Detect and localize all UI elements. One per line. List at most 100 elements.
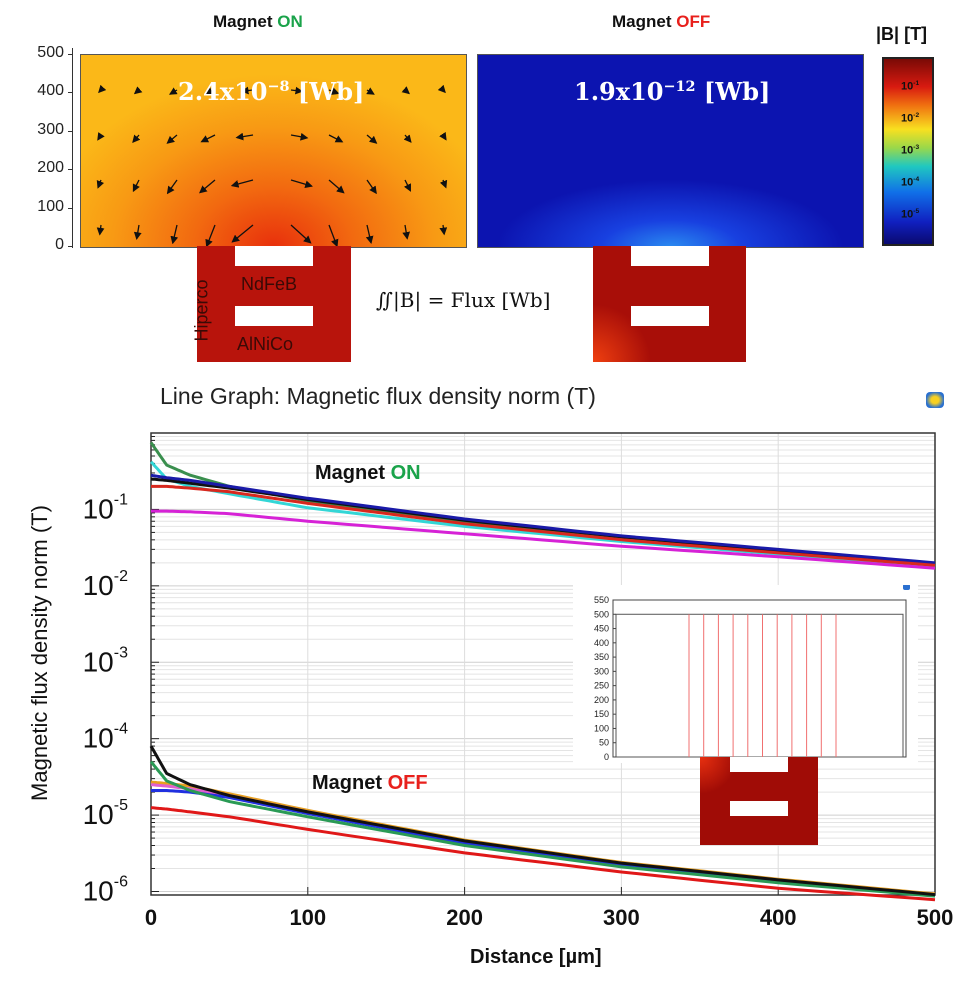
field-arrow bbox=[204, 87, 216, 95]
field-arrow bbox=[366, 87, 375, 95]
inset-y-tick-label: 400 bbox=[594, 638, 609, 648]
field-arrow bbox=[133, 224, 142, 241]
inset-y-tick-label: 250 bbox=[594, 681, 609, 691]
comsol-graph-icon[interactable] bbox=[926, 392, 944, 408]
tick-mark bbox=[68, 92, 73, 94]
x-axis-label: Distance [µm] bbox=[470, 946, 602, 968]
device-gap bbox=[631, 306, 709, 326]
tick-mark bbox=[68, 54, 73, 55]
field-arrow bbox=[200, 134, 216, 143]
field-arrow bbox=[366, 134, 378, 144]
title-magnet-off: Magnet OFF bbox=[612, 12, 710, 32]
top-y-tick: 400 bbox=[37, 82, 64, 100]
inset-y-tick-label: 0 bbox=[604, 752, 609, 762]
colorbar-title: |B| [T] bbox=[876, 24, 928, 44]
label-alnico: AlNiCo bbox=[237, 334, 294, 354]
title-state-off: OFF bbox=[676, 12, 711, 31]
annotation-prefix: Magnet bbox=[315, 462, 391, 484]
plot-frame bbox=[150, 432, 936, 896]
field-arrow bbox=[439, 224, 448, 236]
inset-y-tick-label: 350 bbox=[594, 652, 609, 662]
field-arrow bbox=[168, 87, 178, 95]
magnet-device-off bbox=[593, 246, 746, 362]
inset-y-tick-label: 300 bbox=[594, 666, 609, 676]
inset-y-tick-label: 50 bbox=[599, 738, 609, 748]
field-arrow bbox=[132, 134, 141, 144]
tick-mark bbox=[68, 169, 73, 171]
tick-mark bbox=[68, 130, 73, 132]
y-tick-label: 10-6 bbox=[83, 874, 128, 907]
y-tick-exponent: -3 bbox=[114, 644, 128, 661]
flux-exponent: −8 bbox=[267, 78, 290, 95]
field-arrow bbox=[290, 86, 304, 95]
top-y-tick: 200 bbox=[37, 159, 64, 177]
label-ndfeb: NdFeB bbox=[241, 274, 298, 294]
field-arrow bbox=[240, 86, 254, 95]
title-magnet-on: Magnet ON bbox=[213, 12, 303, 32]
x-tick-label: 500 bbox=[917, 905, 954, 930]
field-arrow bbox=[328, 224, 339, 247]
y-tick-exponent: -2 bbox=[114, 568, 128, 585]
y-tick-exponent: -5 bbox=[114, 797, 128, 814]
field-arrow bbox=[98, 84, 107, 94]
field-arrows bbox=[96, 84, 448, 247]
field-arrow bbox=[403, 134, 412, 143]
colorbar-tick: 10-2 bbox=[901, 112, 920, 125]
inset-graph-icon bbox=[903, 584, 910, 590]
colorbar bbox=[882, 57, 934, 246]
flux-value-on: 2.4x10−8 [Wb] bbox=[178, 77, 364, 106]
inset-y-tick-label: 200 bbox=[594, 695, 609, 705]
inset-y-tick-label: 450 bbox=[594, 624, 609, 634]
colorbar-tick: 10-1 bbox=[901, 80, 920, 93]
inset-y-tick-label: 100 bbox=[594, 723, 609, 733]
field-arrow bbox=[166, 179, 178, 195]
field-arrow bbox=[402, 224, 411, 240]
annotation-magnet-on: Magnet ON bbox=[315, 462, 421, 485]
series-line-on bbox=[149, 460, 936, 568]
field-arrow bbox=[170, 224, 179, 245]
series-line-on bbox=[150, 473, 936, 565]
chart-title: Line Graph: Magnetic flux density norm (… bbox=[160, 383, 596, 409]
annotation-prefix: Magnet bbox=[312, 772, 388, 794]
colorbar-tick: 10-4 bbox=[901, 176, 920, 189]
series-line-on bbox=[149, 441, 936, 567]
colorbar-tick: 10-5 bbox=[901, 208, 920, 221]
field-arrow bbox=[328, 179, 345, 194]
tick-mark bbox=[68, 246, 73, 247]
title-prefix: Magnet bbox=[213, 12, 278, 31]
y-tick-label: 10-4 bbox=[83, 721, 128, 754]
series-line-off bbox=[150, 806, 936, 902]
x-tick-label: 0 bbox=[145, 905, 157, 930]
series-line-on bbox=[151, 509, 936, 570]
annotation-magnet-off: Magnet OFF bbox=[312, 772, 428, 795]
magnet-device-on: NdFeB AlNiCo Hiperco bbox=[192, 246, 351, 362]
inset-frame bbox=[612, 599, 907, 758]
field-arrow bbox=[366, 179, 377, 195]
inset-y-tick-label: 150 bbox=[594, 709, 609, 719]
field-arrow bbox=[290, 132, 309, 141]
flux-formula: ∬|B| = Flux [Wb] bbox=[376, 288, 551, 312]
device-gap bbox=[730, 801, 788, 816]
x-tick-label: 300 bbox=[603, 905, 640, 930]
field-arrow bbox=[132, 179, 140, 193]
annotation-state: ON bbox=[390, 462, 421, 484]
field-arrow bbox=[439, 131, 447, 141]
inset-y-tick-label: 500 bbox=[594, 609, 609, 619]
flux-mantissa: 2.4x10 bbox=[178, 77, 268, 106]
field-arrow bbox=[166, 134, 178, 144]
inset-y-tick-label: 550 bbox=[594, 595, 609, 605]
field-arrow bbox=[231, 224, 254, 243]
field-arrow bbox=[439, 179, 448, 189]
y-tick-label: 10-3 bbox=[83, 644, 128, 677]
field-panel-off: 1.9x10−12 [Wb] bbox=[477, 54, 864, 248]
y-tick-exponent: -1 bbox=[114, 491, 128, 508]
field-arrow bbox=[230, 179, 254, 188]
y-tick-label: 10-1 bbox=[83, 491, 128, 524]
field-arrow bbox=[205, 224, 216, 247]
y-axis-label: Magnetic flux density norm (T) bbox=[27, 505, 52, 801]
field-arrow bbox=[437, 84, 446, 94]
inset-device bbox=[700, 757, 818, 845]
y-tick-label: 10-2 bbox=[83, 568, 128, 601]
